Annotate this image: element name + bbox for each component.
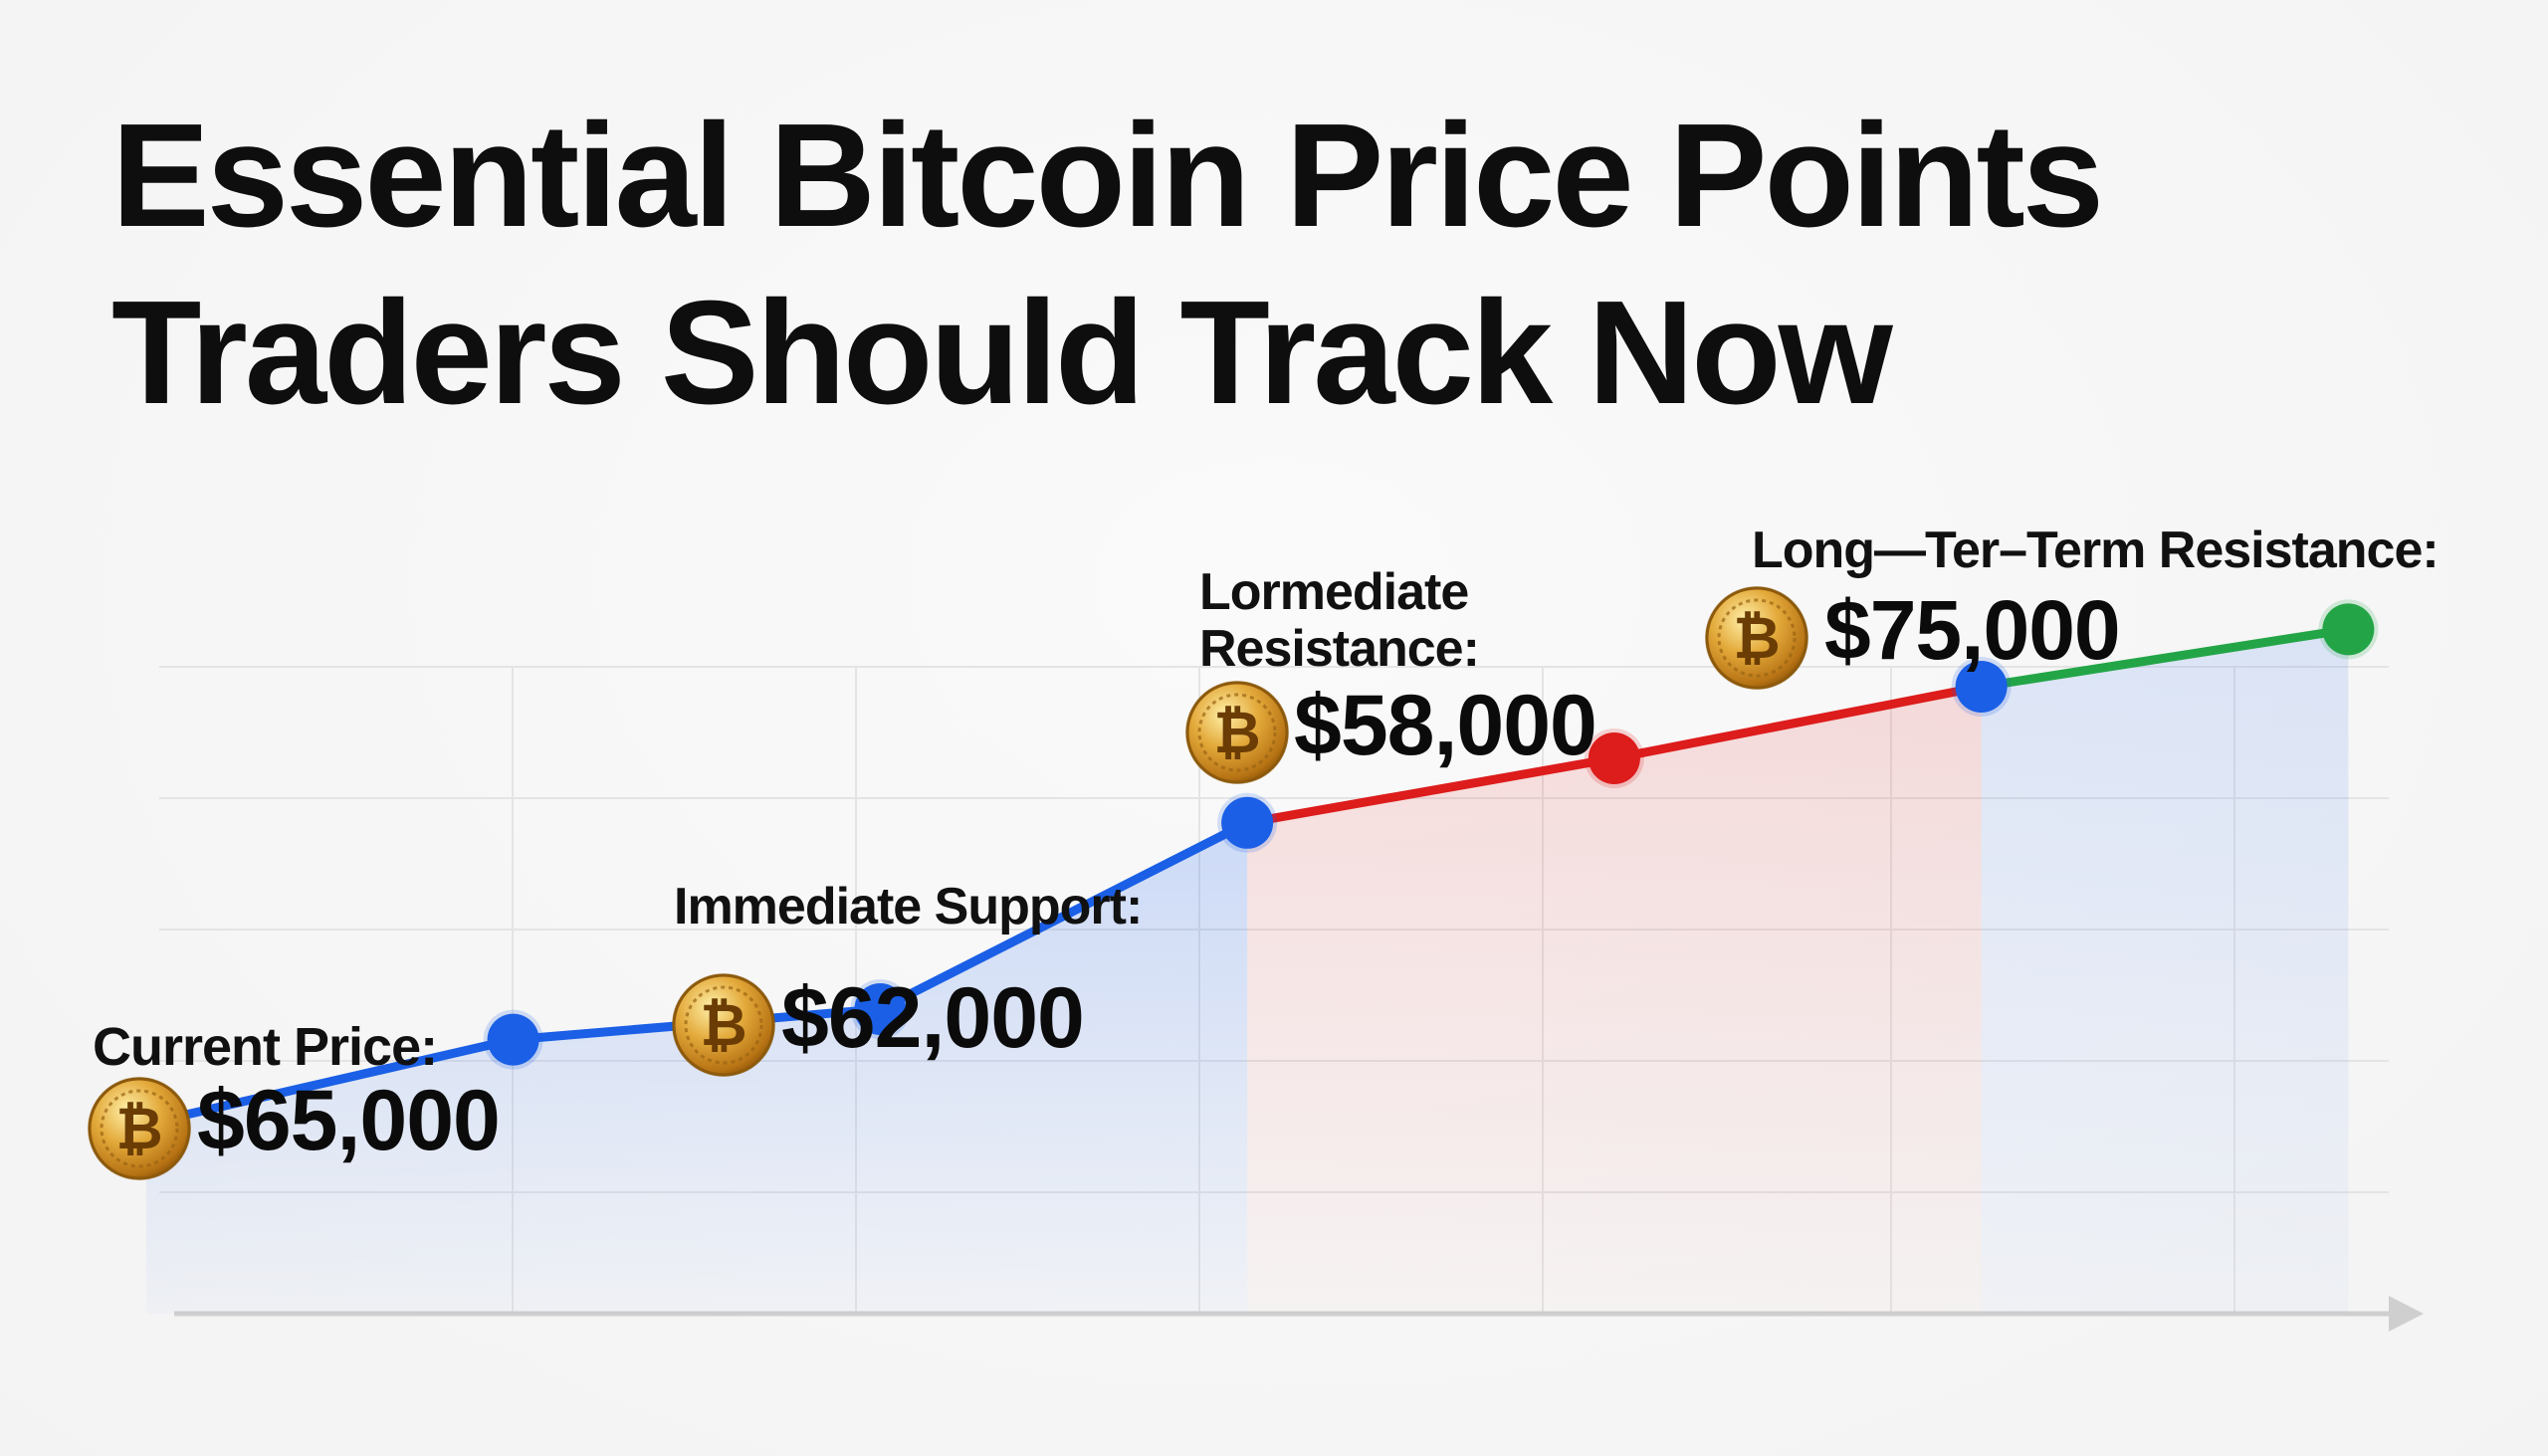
data-point-4 bbox=[1221, 796, 1274, 849]
title-line-1: Essential Bitcoin Price Points bbox=[111, 94, 2104, 258]
coin-rim bbox=[1197, 693, 1277, 772]
price-annotation-2: Immediate Support: ₿ $62,000 bbox=[672, 878, 1143, 1077]
coin-rim bbox=[684, 985, 763, 1065]
annotation-label-3-line-2: Resistance: bbox=[1199, 620, 1479, 678]
bitcoin-coin-icon: ₿ bbox=[1185, 681, 1289, 784]
annotation-label-1-line-1: Current Price: bbox=[93, 1017, 437, 1077]
data-point-2 bbox=[487, 1013, 539, 1066]
coin-symbol: ₿ bbox=[700, 991, 746, 1059]
coin-symbol: ₿ bbox=[1733, 604, 1780, 672]
page-title: Essential Bitcoin Price Points Traders S… bbox=[111, 88, 2104, 442]
coin-face bbox=[1705, 586, 1808, 690]
bitcoin-coin-icon: ₿ bbox=[1705, 586, 1808, 690]
annotation-price-2: $62,000 bbox=[781, 970, 1084, 1066]
data-point-6 bbox=[1955, 661, 2008, 713]
line-segment-4 bbox=[1242, 753, 1619, 828]
data-point-7 bbox=[2322, 603, 2375, 656]
coin-face bbox=[88, 1077, 191, 1180]
line-segment-1 bbox=[141, 1035, 519, 1129]
bitcoin-coin-icon: ₿ bbox=[672, 973, 775, 1077]
area-fill-green bbox=[1981, 629, 2349, 1314]
line-segment-6 bbox=[1977, 624, 2353, 692]
data-point-3 bbox=[854, 983, 907, 1035]
coin-face bbox=[672, 973, 775, 1077]
annotation-price-1: $65,000 bbox=[197, 1073, 500, 1168]
annotation-price-4: $75,000 bbox=[1824, 583, 2120, 677]
chart-annotations: Current Price: ₿ $65,000 Immediate Support:… bbox=[88, 521, 2440, 1180]
coin-symbol: ₿ bbox=[115, 1095, 162, 1162]
line-segment-5 bbox=[1609, 682, 1987, 763]
price-annotation-1: Current Price: ₿ $65,000 bbox=[88, 1017, 501, 1180]
annotation-label-4-line-1: Long—Ter–Term Resistance: bbox=[1752, 521, 2439, 579]
annotation-label-2-line-1: Immediate Support: bbox=[674, 878, 1142, 936]
price-annotation-4: Long—Ter–Term Resistance: ₿ $75,000 bbox=[1705, 521, 2440, 690]
annotation-price-3: $58,000 bbox=[1294, 678, 1596, 773]
annotation-label-3-line-1: Lormediate bbox=[1199, 563, 1468, 621]
chart-area-fills bbox=[145, 629, 2349, 1314]
area-fill-red bbox=[1247, 687, 1982, 1314]
coin-face bbox=[1185, 681, 1289, 784]
title-line-2: Traders Should Track Now bbox=[111, 271, 1893, 435]
bitcoin-coin-icon: ₿ bbox=[88, 1077, 191, 1180]
x-axis-arrow-icon bbox=[2389, 1296, 2424, 1332]
coin-rim bbox=[100, 1089, 179, 1168]
coin-symbol: ₿ bbox=[1213, 699, 1260, 766]
coin-rim bbox=[1717, 598, 1797, 678]
data-point-5 bbox=[1588, 732, 1640, 784]
line-segment-3 bbox=[875, 818, 1252, 1014]
